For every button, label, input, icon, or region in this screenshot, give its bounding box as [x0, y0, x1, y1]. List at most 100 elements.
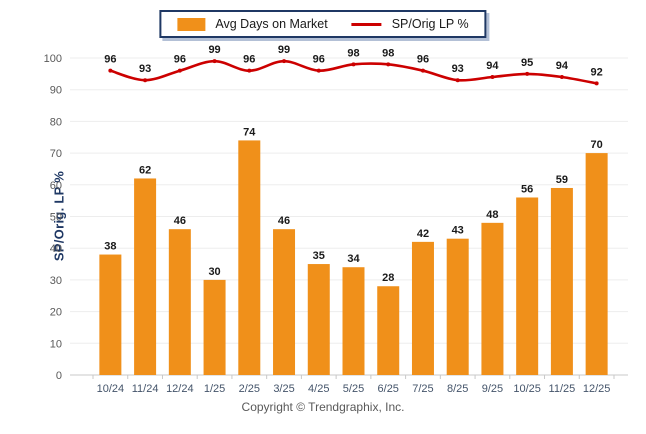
y-axis-tick-labels: 0 10 20 30 40 50 60 70 80 90 100: [44, 53, 62, 382]
line-value-labels: 96 93 96 99 96 99 96 98 98 96 93 94 95 94 92: [104, 44, 603, 78]
bar: [516, 197, 539, 375]
svg-text:4/25: 4/25: [308, 383, 329, 395]
svg-text:70: 70: [50, 148, 62, 160]
svg-text:10/24: 10/24: [97, 383, 125, 395]
bar-series: [99, 140, 608, 375]
bar: [585, 153, 608, 375]
svg-text:34: 34: [347, 253, 360, 265]
svg-text:100: 100: [44, 53, 62, 65]
legend: Avg Days on Market SP/Orig LP %: [159, 10, 487, 38]
svg-text:99: 99: [278, 44, 290, 56]
svg-text:28: 28: [382, 272, 394, 284]
svg-text:96: 96: [313, 54, 325, 66]
line-series-label: SP/Orig LP %: [391, 17, 469, 31]
svg-text:98: 98: [347, 47, 359, 59]
svg-text:42: 42: [417, 228, 429, 240]
bar: [99, 254, 122, 375]
bar: [377, 286, 400, 375]
bar: [307, 264, 330, 375]
line-marker: [282, 59, 287, 64]
svg-text:10: 10: [50, 338, 62, 350]
svg-text:38: 38: [104, 241, 116, 253]
svg-text:90: 90: [50, 85, 62, 97]
bar: [411, 241, 434, 375]
svg-text:94: 94: [486, 60, 499, 72]
bar-series-swatch: [177, 17, 206, 31]
x-axis-tick-labels: 10/24 11/24 12/24 1/25 2/25 3/25 4/25 5/25 6/25 7…: [97, 383, 611, 395]
bar: [134, 178, 157, 375]
line-marker: [177, 68, 182, 73]
line-marker: [559, 75, 564, 80]
svg-text:11/24: 11/24: [132, 383, 159, 395]
line-series: [108, 59, 599, 86]
line-marker: [386, 62, 391, 67]
svg-text:80: 80: [50, 116, 62, 128]
svg-text:10/25: 10/25: [513, 383, 541, 395]
svg-text:93: 93: [139, 63, 151, 75]
copyright-text: Copyright © Trendgraphix, Inc.: [241, 400, 405, 414]
bar: [342, 267, 365, 375]
svg-text:8/25: 8/25: [447, 383, 468, 395]
bar-value-labels: 38 62 46 30 74 46 35 34 28 42 43 48 56 59 70: [104, 126, 603, 284]
svg-text:62: 62: [139, 164, 151, 176]
line-series-swatch: [351, 22, 382, 26]
svg-text:35: 35: [313, 250, 325, 262]
line-marker: [525, 71, 530, 76]
line-marker: [420, 68, 425, 73]
svg-text:48: 48: [486, 209, 498, 221]
svg-text:60: 60: [50, 180, 62, 192]
svg-text:95: 95: [521, 57, 533, 69]
bar: [203, 279, 226, 375]
bar: [168, 229, 191, 375]
line-marker: [143, 78, 148, 83]
svg-text:96: 96: [417, 54, 429, 66]
svg-text:1/25: 1/25: [204, 383, 225, 395]
svg-text:98: 98: [382, 47, 394, 59]
svg-text:30: 30: [50, 275, 62, 287]
bar: [481, 222, 504, 375]
line-marker: [351, 62, 356, 67]
svg-text:30: 30: [208, 266, 220, 278]
svg-text:43: 43: [452, 225, 464, 237]
svg-text:7/25: 7/25: [412, 383, 433, 395]
svg-text:2/25: 2/25: [239, 383, 260, 395]
svg-text:5/25: 5/25: [343, 383, 364, 395]
svg-text:92: 92: [591, 66, 603, 78]
svg-text:46: 46: [278, 215, 290, 227]
line-marker: [247, 68, 252, 73]
svg-text:94: 94: [556, 60, 569, 72]
svg-text:74: 74: [243, 126, 256, 138]
bar: [238, 140, 261, 375]
svg-text:96: 96: [174, 54, 186, 66]
line-marker: [594, 81, 599, 86]
svg-text:12/25: 12/25: [583, 383, 611, 395]
svg-text:46: 46: [174, 215, 186, 227]
svg-text:56: 56: [521, 183, 533, 195]
svg-text:96: 96: [243, 54, 255, 66]
bar-series-label: Avg Days on Market: [215, 17, 328, 31]
svg-text:9/25: 9/25: [482, 383, 503, 395]
svg-text:20: 20: [50, 307, 62, 319]
svg-text:99: 99: [208, 44, 220, 56]
line-marker: [455, 78, 460, 83]
svg-text:96: 96: [104, 54, 116, 66]
svg-text:70: 70: [591, 139, 603, 151]
x-axis-tick-marks: [92, 375, 615, 379]
line-marker: [490, 75, 495, 80]
svg-text:59: 59: [556, 174, 568, 186]
svg-text:12/24: 12/24: [166, 383, 194, 395]
bar: [273, 229, 296, 375]
bar: [550, 187, 573, 375]
svg-text:3/25: 3/25: [273, 383, 294, 395]
svg-text:40: 40: [50, 243, 62, 255]
line-marker: [108, 68, 113, 73]
svg-text:11/25: 11/25: [549, 383, 576, 395]
line-marker: [316, 68, 321, 73]
svg-text:6/25: 6/25: [378, 383, 399, 395]
svg-text:50: 50: [50, 212, 62, 224]
line-marker: [212, 59, 217, 64]
svg-text:93: 93: [452, 63, 464, 75]
bar: [446, 238, 469, 375]
